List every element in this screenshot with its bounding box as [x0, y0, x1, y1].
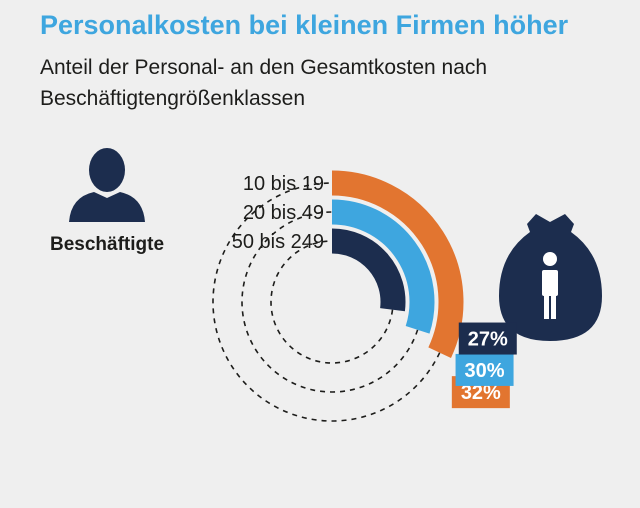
chart-subtitle: Anteil der Personal- an den Gesamtkosten…	[40, 56, 488, 110]
category-label-10-bis-19: 10 bis 19	[243, 173, 324, 195]
category-label-20-bis-49: 20 bis 49	[243, 202, 324, 224]
remainder-track-20-bis-49	[241, 211, 419, 393]
person-icon	[69, 148, 145, 222]
radial-bar-50-bis-249	[331, 228, 406, 312]
chart-title: Personalkosten bei kleinen Firmen höher	[40, 10, 569, 40]
value-label-50-bis-249: 27%	[468, 329, 508, 351]
remainder-track-10-bis-19	[212, 182, 441, 422]
radial-bar-10-bis-19	[331, 170, 464, 358]
value-label-20-bis-49: 30%	[465, 360, 505, 382]
value-label-box-50-bis-249	[458, 322, 517, 355]
radial-bars	[212, 170, 464, 422]
remainder-track-50-bis-249	[270, 240, 394, 364]
value-label-10-bis-19: 32%	[461, 382, 501, 404]
value-label-box-20-bis-49	[455, 353, 514, 386]
radial-bar-20-bis-49	[331, 199, 435, 334]
money-bag-icon	[499, 214, 602, 341]
category-labels: 10 bis 19 20 bis 49 50 bis 249	[232, 173, 324, 253]
category-label-50-bis-249: 50 bis 249	[232, 231, 324, 253]
value-labels: 32%30% 27%	[451, 322, 517, 409]
person-icon-label: Beschäftigte	[50, 234, 164, 255]
